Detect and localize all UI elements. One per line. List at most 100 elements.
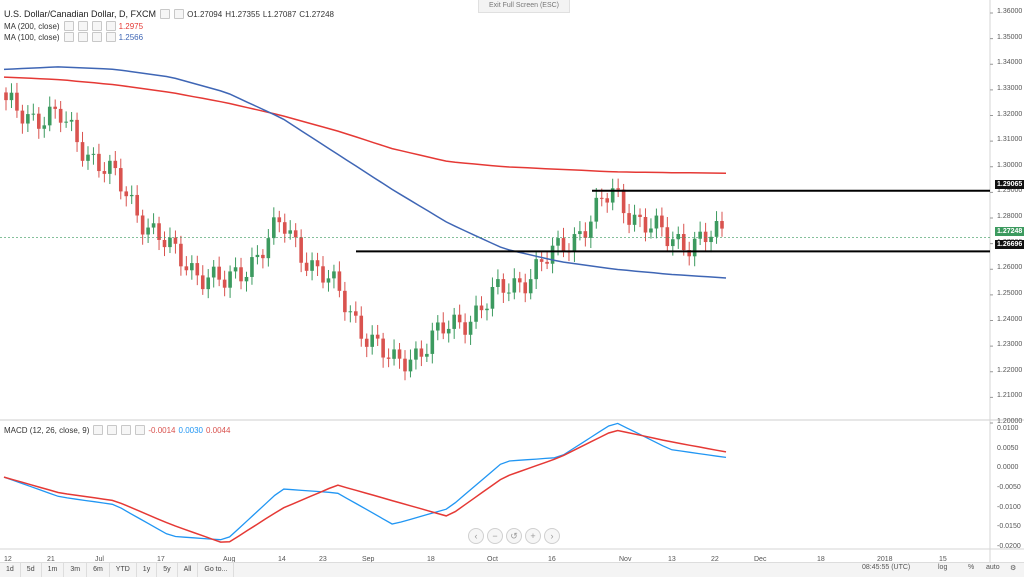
macd-axis-tick: -0.0100 [997,503,1021,511]
gear-icon[interactable] [77,21,88,31]
candle-up [86,154,90,161]
more-icon[interactable] [105,32,116,42]
candle-up [31,113,36,115]
auto-toggle[interactable]: auto [986,564,1000,571]
timeframe-1m[interactable]: 1m [42,563,65,577]
eye-icon[interactable] [63,32,74,42]
candle-down [173,237,178,244]
candle-up [266,238,271,259]
scroll-left-button[interactable]: ‹ [468,528,484,544]
timeframe-all[interactable]: All [178,563,199,577]
gear-icon[interactable] [107,425,118,435]
candle-up [392,349,396,359]
candle-down [479,305,484,311]
candle-up [310,260,314,271]
candle-down [157,223,161,240]
time-axis-tick: 12 [4,556,12,563]
time-axis-tick: 18 [427,556,435,563]
candle-up [288,230,293,234]
close-icon[interactable] [121,425,132,435]
more-icon[interactable] [135,425,146,435]
candle-up [589,221,593,238]
price-axis-tick: 1.32000 [997,110,1023,118]
legend-settings-icon[interactable] [160,9,171,19]
zoom-in-button[interactable]: + [525,528,541,544]
candle-down [517,278,522,283]
candle-down [545,261,549,264]
log-toggle[interactable]: log [938,564,948,571]
candle-up [692,238,697,257]
candle-up [474,305,478,322]
candle-up [676,234,681,240]
candle-up [228,271,232,288]
ohlc-close: C1.27248 [299,9,334,19]
goto-button[interactable]: Go to... [198,563,235,577]
candle-up [654,215,659,229]
percent-toggle[interactable]: % [968,564,975,571]
candle-up [348,311,353,313]
candle-down [184,266,189,271]
candle-down [124,191,129,197]
price-axis-tick: 1.25000 [997,289,1023,297]
price-axis-tick: 1.23000 [997,341,1023,349]
candle-up [9,92,14,101]
time-axis-tick: Dec [754,556,767,563]
reset-button[interactable]: ↺ [506,528,522,544]
eye-icon[interactable] [93,425,104,435]
candle-up [430,330,435,354]
candle-up [507,292,511,294]
gear-icon[interactable]: ⚙ [1010,565,1017,572]
candle-down [720,221,724,229]
candle-down [605,198,610,203]
candle-down [337,271,342,291]
candle-down [403,358,407,372]
price-axis-tick: 1.24000 [997,315,1023,323]
candle-up [556,238,560,246]
close-icon[interactable] [91,32,102,42]
eye-icon[interactable] [63,21,74,31]
candle-down [97,153,101,172]
time-axis-tick: 16 [548,556,556,563]
gear-icon[interactable] [77,32,88,42]
candle-up [534,259,538,280]
candle-up [250,257,254,277]
candle-up [468,321,473,335]
clock[interactable]: 08:45:55 (UTC) [862,564,911,571]
macd-value: 0.0030 [178,425,203,435]
ohlc-high: H1.27355 [225,9,260,19]
candle-down [4,92,8,101]
macd-axis-tick: -0.0200 [997,543,1021,550]
price-axis-tick: 1.20000 [997,418,1023,425]
candle-down [501,279,506,293]
timeframe-1d[interactable]: 1d [0,563,21,577]
candle-down [277,217,282,223]
legend-hide-icon[interactable] [174,9,185,19]
time-axis-tick: 18 [817,556,825,563]
candle-down [239,267,243,282]
timeframe-6m[interactable]: 6m [87,563,110,577]
candle-down [660,215,664,228]
candle-up [578,231,582,235]
candle-up [698,231,702,239]
timeframe-1y[interactable]: 1y [137,563,158,577]
candle-up [151,223,156,228]
candle-down [457,314,462,323]
timeframe-5d[interactable]: 5d [21,563,42,577]
candle-down [113,160,118,169]
macd-legend: MACD (12, 26, close, 9) -0.0014 0.0030 0… [4,425,230,435]
close-icon[interactable] [91,21,102,31]
timeframe-ytd[interactable]: YTD [110,563,137,577]
timeframe-3m[interactable]: 3m [64,563,88,577]
ma100-value: 1.2566 [118,32,144,42]
zoom-out-button[interactable]: − [487,528,503,544]
candle-up [69,119,74,122]
exit-fullscreen-button[interactable]: Exit Full Screen (ESC) [478,0,570,13]
time-axis-tick: 14 [278,556,286,563]
timeframe-5y[interactable]: 5y [157,563,178,577]
candle-up [496,279,500,287]
price-axis-tick: 1.34000 [997,59,1023,67]
more-icon[interactable] [105,21,116,31]
candle-down [140,215,145,235]
scroll-right-button[interactable]: › [544,528,560,544]
